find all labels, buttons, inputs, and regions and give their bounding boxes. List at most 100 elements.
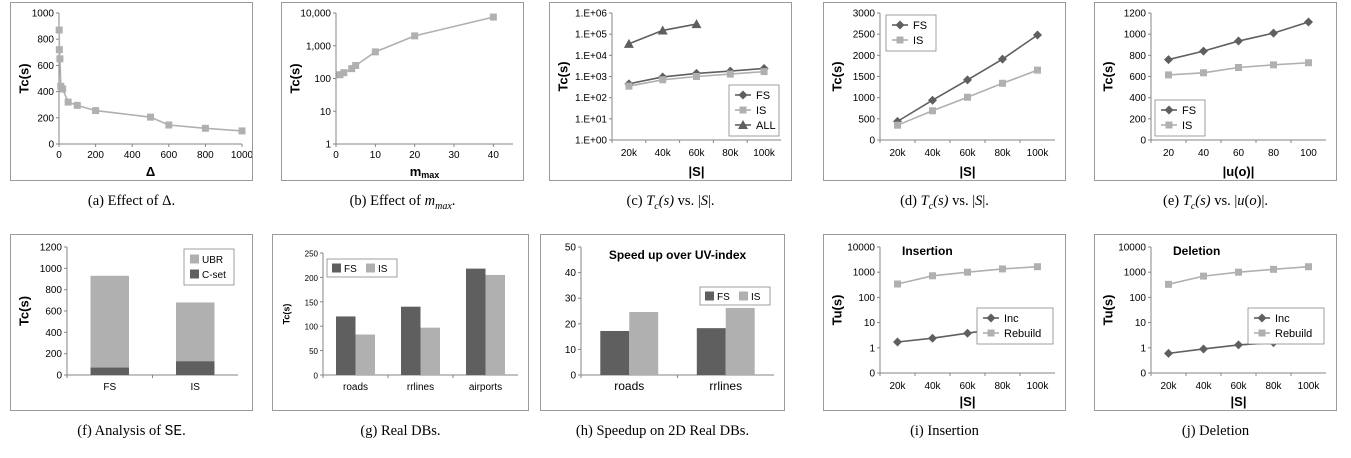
- y-tick-label: 1000: [1124, 30, 1147, 41]
- y-axis: 0 50 100 150 200 250: [305, 250, 323, 381]
- marker-square: [411, 32, 419, 40]
- legend-swatch: [705, 291, 714, 301]
- marker-square: [1200, 272, 1207, 280]
- x-axis-label: |u(o)|: [1223, 164, 1255, 179]
- bar: [466, 268, 486, 375]
- marker-square: [999, 79, 1006, 87]
- marker-square: [1305, 263, 1312, 271]
- y-tick-label: 1.E+01: [575, 114, 607, 125]
- marker-square: [659, 76, 667, 84]
- y-axis: 0 1 10 100 1000 10000: [847, 243, 880, 380]
- x-tick-label: 30: [448, 150, 460, 161]
- marker-square: [147, 113, 154, 121]
- marker-square: [489, 13, 497, 21]
- series-is: [894, 66, 1041, 129]
- marker-square: [739, 106, 747, 114]
- marker-diamond: [893, 337, 902, 347]
- chart-caption: (c) Tc(s) vs. |S|.: [626, 193, 715, 212]
- legend-label: IS: [756, 105, 766, 117]
- bar: [355, 334, 375, 375]
- marker-square: [55, 46, 63, 54]
- x-tick-label: 0: [56, 150, 62, 161]
- x-axis-label: Δ: [146, 164, 155, 179]
- bar-segment: [90, 367, 129, 375]
- x-axis-label: |S|: [1231, 394, 1247, 409]
- marker-square: [92, 107, 100, 115]
- x-tick-label: 80k: [994, 381, 1011, 392]
- y-tick-label: 200: [45, 349, 62, 360]
- legend-swatch: [190, 254, 199, 264]
- marker-square: [964, 93, 971, 101]
- marker-square: [1258, 329, 1266, 337]
- legend-label: FS: [756, 90, 770, 102]
- y-tick-label: 1: [869, 343, 875, 354]
- legend-box: [885, 14, 937, 52]
- legend-label: Inc: [1275, 313, 1290, 325]
- series-fs: [1164, 17, 1313, 65]
- x-tick-label: 100k: [1027, 381, 1050, 392]
- bar-segment: [176, 361, 215, 375]
- y-tick-label: 10000: [1118, 243, 1146, 254]
- chart-title: Deletion: [1173, 244, 1220, 258]
- y-tick-label: 600: [37, 61, 54, 72]
- legend-box: [699, 286, 771, 306]
- legend-box: [326, 258, 398, 278]
- y-axis-label: Tc(s): [16, 296, 31, 326]
- series-rebuild: [1165, 263, 1312, 288]
- y-tick-label: 1: [325, 140, 331, 151]
- x-tick-label: 80k: [722, 148, 739, 159]
- y-axis-label: Tc(s): [829, 61, 844, 91]
- legend: Inc Rebuild: [1247, 307, 1325, 345]
- marker-diamond: [1164, 105, 1174, 115]
- legend-label: FS: [1182, 105, 1196, 117]
- y-tick-label: 1000: [853, 93, 876, 104]
- marker-square: [693, 73, 700, 80]
- marker-diamond: [1234, 36, 1243, 46]
- legend: FS IS: [1154, 99, 1206, 137]
- y-tick-label: 150: [305, 298, 319, 307]
- chart-caption: (h) Speedup on 2D Real DBs.: [575, 423, 750, 439]
- y-tick-label: 200: [305, 274, 319, 283]
- marker-diamond: [1199, 46, 1208, 56]
- marker-triangle: [657, 25, 668, 35]
- y-axis: 0 200 400 600 800 1000 1200: [40, 243, 67, 382]
- y-tick-label: 1.E+05: [575, 30, 607, 41]
- chart-svg: 0 200 400 600 800 1000 Tc(s) Δ 0 200 400 600 800 1000: [16, 9, 253, 180]
- y-tick-label: 400: [37, 87, 54, 98]
- legend-label: Inc: [1004, 313, 1019, 325]
- y-tick-label: 10: [864, 318, 876, 329]
- marker-square: [964, 268, 971, 276]
- chart-frame: 0 200 400 600 800 1000 1200 Tc(s) FS IS UBR C-set: [10, 234, 253, 411]
- y-tick-label: 800: [45, 285, 62, 296]
- x-tick-label: 20: [409, 150, 421, 161]
- bar: [725, 307, 755, 375]
- chart-caption: (g) Real DBs.: [360, 423, 441, 439]
- x-tick-label: 60k: [959, 148, 976, 159]
- x-tick-label: 40k: [924, 148, 941, 159]
- y-tick-label: 1500: [853, 72, 876, 83]
- bar: [401, 306, 421, 375]
- x-tick-label: 200: [87, 150, 104, 161]
- bar: [629, 312, 659, 375]
- y-tick-label: 0: [570, 371, 576, 382]
- y-tick-label: 1,000: [306, 41, 331, 52]
- x-tick-label: 80k: [1265, 381, 1282, 392]
- chart-svg: 0 200 400 600 800 1000 1200 Tc(s) FS IS UBR C-set: [16, 243, 238, 393]
- y-tick-label: 800: [1129, 51, 1146, 62]
- y-tick-label: 20: [565, 319, 577, 330]
- x-tick-label: 80: [1268, 148, 1280, 159]
- y-axis-label: Tc(s): [287, 63, 302, 93]
- x-tick-label: FS: [103, 382, 116, 393]
- y-axis: 0 200 400 600 800 1000: [32, 9, 59, 151]
- x-axis-label-sub: max: [421, 170, 439, 180]
- marker-square: [894, 280, 901, 288]
- chart-title: Speed up over UV-index: [609, 248, 747, 262]
- marker-diamond: [928, 333, 937, 343]
- x-tick-label: rrlines: [407, 382, 434, 393]
- x-tick-label: 40k: [1195, 381, 1212, 392]
- chart-frame: 0 50 100 150 200 250 Tc(s) roads rrlines airports…: [272, 234, 529, 411]
- marker-square: [336, 71, 344, 79]
- series-is: [1165, 59, 1312, 79]
- y-tick-label: 0: [314, 372, 319, 381]
- legend-label: IS: [913, 35, 923, 47]
